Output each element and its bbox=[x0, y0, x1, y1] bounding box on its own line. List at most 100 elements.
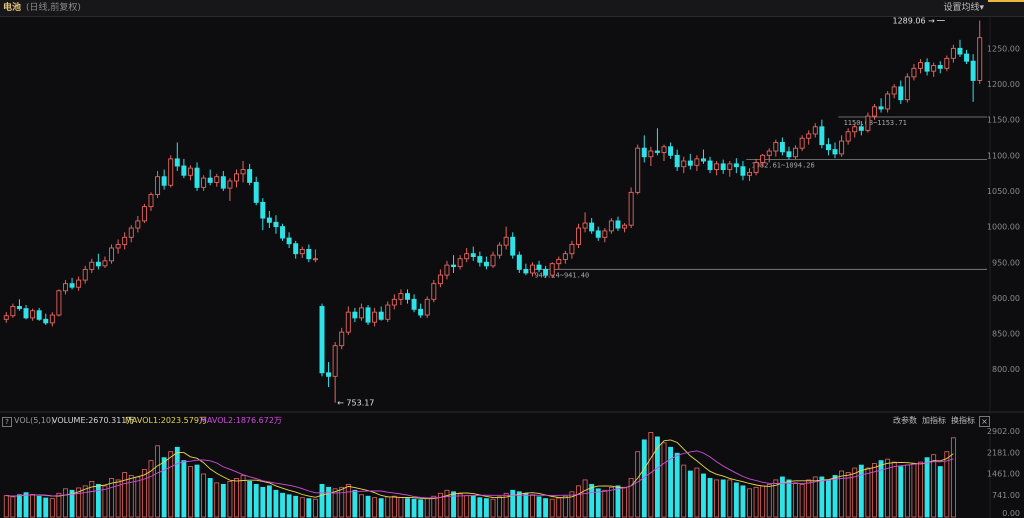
volume-bar bbox=[622, 486, 627, 518]
candle-body bbox=[576, 227, 581, 245]
volume-tick-label: 1461.00 bbox=[987, 470, 1020, 479]
high-price-label: 1289.06 → bbox=[892, 17, 935, 26]
volume-bar bbox=[773, 479, 779, 518]
candle-body bbox=[832, 149, 838, 155]
candle-body bbox=[280, 226, 286, 239]
volume-bar bbox=[128, 475, 134, 518]
volume-bar bbox=[161, 457, 167, 518]
candle-body bbox=[234, 173, 239, 182]
candle-body bbox=[924, 62, 930, 72]
volume-bar bbox=[654, 436, 660, 518]
candle-body bbox=[674, 154, 680, 168]
candle-body bbox=[687, 160, 693, 166]
volume-tick-label: 0.00 bbox=[1002, 509, 1020, 518]
volume-bar bbox=[589, 483, 595, 518]
candle-body bbox=[806, 133, 812, 139]
candle-body bbox=[483, 261, 489, 267]
candle-body bbox=[931, 65, 937, 72]
change-params-button[interactable]: 改参数 bbox=[893, 416, 917, 425]
volume-bar bbox=[727, 479, 733, 518]
candle-body bbox=[622, 224, 628, 229]
volume-bar bbox=[602, 489, 608, 518]
volume-tick-label: 741.00 bbox=[992, 491, 1020, 500]
candle-body bbox=[898, 86, 904, 101]
candle-body bbox=[312, 258, 318, 261]
volume-bar bbox=[247, 480, 253, 518]
volume-bar bbox=[332, 488, 338, 518]
candle-body bbox=[49, 314, 55, 324]
volume-bar bbox=[523, 492, 529, 518]
candle-body bbox=[405, 293, 410, 300]
candle-body bbox=[516, 254, 522, 270]
vol-indicator-name: VOL(5,10) bbox=[14, 416, 55, 425]
mavol2-value: MAVOL2:1876.672万 bbox=[200, 416, 282, 425]
add-indicator-button[interactable]: 加指标 bbox=[922, 416, 946, 425]
volume-bar bbox=[714, 479, 720, 518]
volume-bar bbox=[878, 460, 884, 518]
volume-bar bbox=[214, 482, 220, 518]
volume-bar bbox=[30, 494, 36, 518]
price-tick-label: 1100.00 bbox=[987, 151, 1020, 160]
volume-bar bbox=[102, 485, 108, 518]
volume-bar bbox=[950, 437, 956, 518]
price-tick-label: 800.00 bbox=[992, 365, 1020, 374]
close-indicator-icon[interactable]: × bbox=[979, 416, 990, 427]
candle-body bbox=[661, 146, 667, 153]
volume-bar bbox=[451, 491, 456, 518]
candle-body bbox=[253, 181, 259, 203]
volume-bar bbox=[372, 497, 378, 518]
volume-bar bbox=[740, 485, 746, 518]
switch-indicator-button[interactable]: 换指标 bbox=[951, 416, 975, 425]
volume-bar bbox=[280, 492, 285, 518]
candle-body bbox=[766, 150, 772, 156]
mavol1-line bbox=[6, 439, 954, 500]
volume-bar bbox=[115, 479, 121, 518]
candle-body bbox=[89, 261, 95, 270]
ma-settings-button[interactable]: 设置均线▾ bbox=[943, 3, 984, 13]
volume-bar bbox=[812, 476, 818, 518]
price-tick-label: 900.00 bbox=[992, 294, 1020, 303]
volume-bar bbox=[141, 469, 147, 518]
candle-body bbox=[141, 206, 147, 222]
volume-bar bbox=[839, 470, 845, 518]
candle-body bbox=[490, 254, 496, 267]
candle-body bbox=[352, 311, 358, 319]
candle-body bbox=[36, 310, 42, 320]
volume-bar bbox=[806, 479, 812, 518]
candle-body bbox=[786, 151, 792, 158]
candle-body bbox=[43, 318, 49, 324]
volume-bar bbox=[825, 479, 831, 518]
candle-body bbox=[457, 258, 463, 267]
candle-body bbox=[799, 137, 805, 149]
volume-bar bbox=[155, 445, 161, 518]
volume-bar bbox=[819, 476, 825, 518]
candle-body bbox=[286, 237, 292, 245]
candle-body bbox=[464, 253, 470, 260]
candle-body bbox=[62, 283, 68, 292]
help-icon[interactable]: ? bbox=[2, 417, 12, 427]
candle-body bbox=[595, 230, 601, 238]
volume-bar bbox=[424, 498, 430, 518]
candle-body bbox=[201, 177, 207, 188]
candle-body bbox=[16, 306, 22, 310]
volume-bar bbox=[608, 486, 614, 518]
volume-bar bbox=[168, 451, 174, 518]
candle-body bbox=[536, 264, 542, 270]
candle-body bbox=[582, 222, 588, 229]
volume-bar bbox=[10, 496, 16, 518]
price-tick-label: 1250.00 bbox=[987, 44, 1020, 53]
candle-body bbox=[385, 304, 391, 320]
volume-bar bbox=[944, 451, 950, 518]
candle-body bbox=[326, 372, 332, 377]
volume-bar bbox=[503, 492, 509, 518]
candle-body bbox=[378, 311, 384, 320]
candle-body bbox=[451, 264, 457, 267]
candle-body bbox=[181, 165, 187, 176]
candle-body bbox=[273, 221, 279, 228]
volume-bar bbox=[937, 466, 943, 518]
volume-bar bbox=[234, 478, 239, 518]
volume-bar bbox=[911, 463, 917, 518]
candle-body bbox=[760, 154, 766, 163]
